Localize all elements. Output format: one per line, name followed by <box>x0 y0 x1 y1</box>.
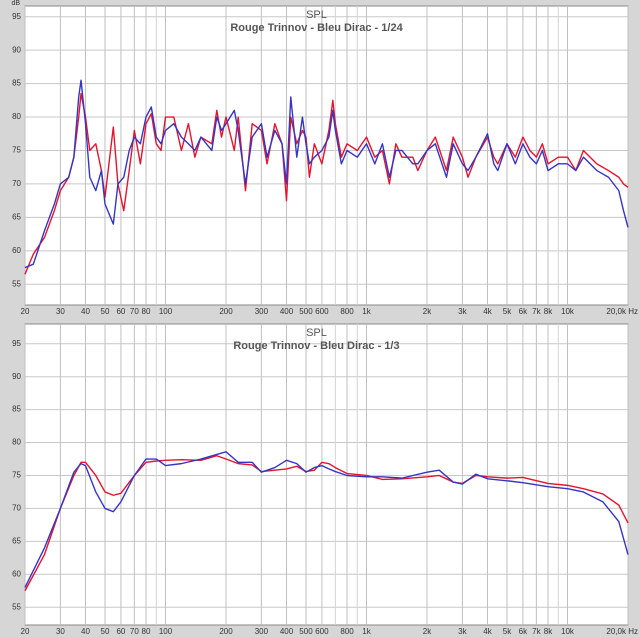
y-tick-label: 85 <box>12 405 21 414</box>
x-tick-label: 80 <box>142 307 151 316</box>
plot-area <box>24 323 629 626</box>
y-tick-label: 60 <box>12 246 21 255</box>
x-tick-label: 20 <box>21 627 30 636</box>
x-tick-label: 400 <box>280 627 294 636</box>
y-tick-label: 55 <box>12 279 21 288</box>
x-tick-label: 200 <box>219 627 233 636</box>
x-tick-label: 2k <box>423 307 432 316</box>
x-tick-label: 300 <box>255 307 269 316</box>
y-tick-label: 55 <box>12 602 21 611</box>
y-tick-label: 65 <box>12 212 21 221</box>
x-tick-label: 30 <box>56 627 65 636</box>
y-tick-label: 75 <box>12 146 21 155</box>
x-tick-label: 40 <box>81 627 90 636</box>
x-tick-label: 4k <box>483 627 492 636</box>
x-tick-label: 30 <box>56 307 65 316</box>
y-tick-label: 80 <box>12 112 21 121</box>
x-tick-label: 100 <box>159 627 173 636</box>
x-tick-label: 60 <box>116 307 125 316</box>
x-tick-label: 10k <box>561 627 575 636</box>
series-line <box>24 455 629 592</box>
y-tick-label: 70 <box>12 179 21 188</box>
x-tick-label: 600 <box>315 627 329 636</box>
x-tick-label: 500 <box>299 627 313 636</box>
y-tick-label: 85 <box>12 79 21 88</box>
x-tick-label: 1k <box>362 307 371 316</box>
x-tick-label: 100 <box>159 307 173 316</box>
chart-title: SPL <box>306 327 327 339</box>
chart-subtitle: Rouge Trinnov - Bleu Dirac - 1/3 <box>233 340 399 352</box>
x-tick-label: 6k <box>519 307 528 316</box>
x-tick-label: 7k <box>532 307 541 316</box>
x-tick-label: 600 <box>315 307 329 316</box>
x-tick-label: 7k <box>532 627 541 636</box>
x-tick-label: 800 <box>340 307 354 316</box>
y-tick-label: 90 <box>12 372 21 381</box>
x-tick-label: 300 <box>255 627 269 636</box>
x-tick-label: 5k <box>503 627 512 636</box>
x-tick-label: 2k <box>423 627 432 636</box>
x-tick-label: 6k <box>519 627 528 636</box>
chart-title: SPL <box>306 9 327 21</box>
chart-subtitle: Rouge Trinnov - Bleu Dirac - 1/24 <box>230 22 403 34</box>
y-axis-label: dB <box>11 0 20 7</box>
y-tick-label: 80 <box>12 438 21 447</box>
x-tick-label: 70 <box>130 627 139 636</box>
x-tick-label: 5k <box>503 307 512 316</box>
plot-area <box>24 5 629 306</box>
x-tick-label: 70 <box>130 307 139 316</box>
x-tick-label: 8k <box>544 627 553 636</box>
series-line <box>24 79 629 269</box>
x-tick-label: 1k <box>362 627 371 636</box>
x-tick-label: 3k <box>458 307 467 316</box>
y-tick-label: 70 <box>12 504 21 513</box>
y-tick-label: 90 <box>12 45 21 54</box>
y-tick-label: 95 <box>12 12 21 21</box>
x-tick-label: 60 <box>116 627 125 636</box>
y-tick-label: 75 <box>12 471 21 480</box>
x-tick-label: 50 <box>101 627 110 636</box>
x-tick-label: 800 <box>340 627 354 636</box>
x-tick-label: 20,0k Hz <box>606 307 638 316</box>
x-tick-label: 40 <box>81 307 90 316</box>
x-tick-label: 3k <box>458 627 467 636</box>
x-tick-label: 20,0k Hz <box>606 627 638 636</box>
x-tick-label: 20 <box>21 307 30 316</box>
x-tick-label: 200 <box>219 307 233 316</box>
y-tick-label: 95 <box>12 339 21 348</box>
x-tick-label: 80 <box>142 627 151 636</box>
y-tick-label: 60 <box>12 569 21 578</box>
x-tick-label: 500 <box>299 307 313 316</box>
y-tick-label: 65 <box>12 536 21 545</box>
series-line <box>24 451 629 588</box>
x-tick-label: 8k <box>544 307 553 316</box>
x-tick-label: 10k <box>561 307 575 316</box>
x-tick-label: 50 <box>101 307 110 316</box>
x-tick-label: 400 <box>280 307 294 316</box>
x-tick-label: 4k <box>483 307 492 316</box>
